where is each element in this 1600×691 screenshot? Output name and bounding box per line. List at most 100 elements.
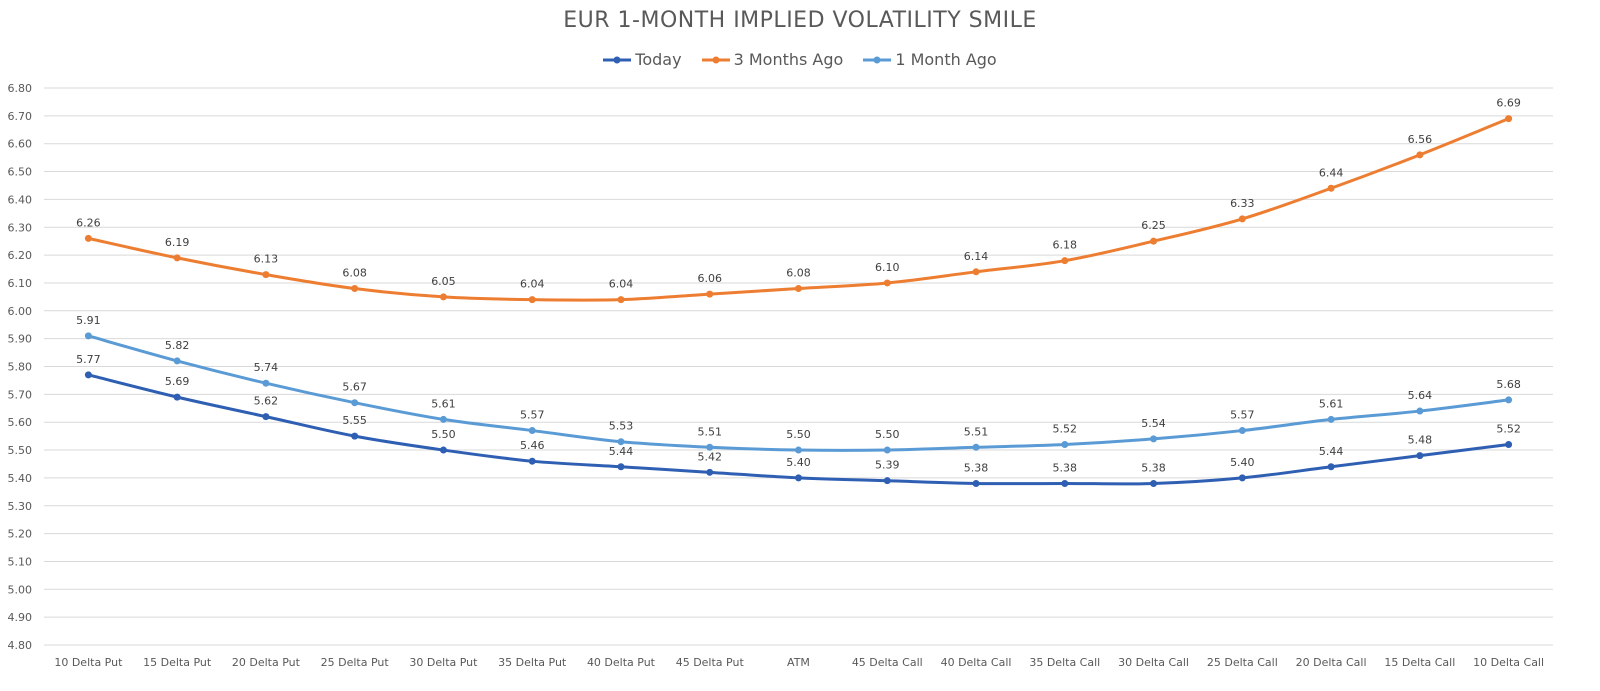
y-tick-label: 6.40	[8, 193, 33, 206]
data-point-3-months-ago	[1505, 115, 1513, 123]
data-point-1-month-ago	[351, 399, 359, 407]
y-tick-label: 5.00	[8, 583, 33, 596]
data-label-3-months-ago: 6.44	[1319, 166, 1344, 179]
legend-item-3-months-ago[interactable]: 3 Months Ago	[701, 50, 843, 69]
data-point-1-month-ago	[795, 446, 802, 454]
data-point-today	[972, 479, 980, 487]
data-label-today: 5.50	[431, 428, 456, 441]
y-tick-label: 6.60	[8, 138, 33, 151]
data-point-today	[883, 477, 891, 485]
data-label-1-month-ago: 5.82	[165, 339, 190, 352]
data-label-1-month-ago: 5.52	[1053, 422, 1078, 435]
data-label-today: 5.69	[165, 375, 190, 388]
data-point-today	[1327, 463, 1335, 471]
x-tick-label: 15 Delta Call	[1384, 656, 1455, 669]
data-label-1-month-ago: 5.57	[1230, 409, 1255, 422]
data-label-today: 5.40	[1230, 456, 1255, 469]
y-tick-label: 5.80	[8, 361, 33, 374]
data-point-1-month-ago	[439, 415, 447, 423]
data-point-3-months-ago	[1238, 215, 1246, 223]
y-tick-label: 4.90	[8, 611, 33, 624]
data-label-3-months-ago: 6.14	[964, 250, 989, 263]
data-label-today: 5.38	[1141, 461, 1166, 474]
data-point-today	[84, 371, 92, 379]
data-point-3-months-ago	[173, 254, 181, 262]
data-point-1-month-ago	[173, 357, 181, 365]
data-point-3-months-ago	[972, 268, 980, 276]
data-label-1-month-ago: 5.61	[1319, 397, 1344, 410]
data-label-1-month-ago: 5.54	[1141, 417, 1166, 430]
data-point-today	[173, 393, 181, 401]
data-point-1-month-ago	[1505, 396, 1513, 404]
y-tick-label: 6.30	[8, 221, 33, 234]
data-point-3-months-ago	[351, 285, 359, 293]
data-point-3-months-ago	[1061, 257, 1069, 265]
data-label-1-month-ago: 5.91	[76, 314, 101, 327]
data-point-1-month-ago	[883, 446, 891, 454]
y-tick-label: 5.60	[8, 416, 33, 429]
x-tick-label: 10 Delta Call	[1473, 656, 1544, 669]
data-point-3-months-ago	[795, 285, 802, 293]
data-point-today	[617, 463, 625, 471]
data-point-today	[706, 468, 714, 476]
y-tick-label: 6.20	[8, 249, 33, 262]
data-point-1-month-ago	[1150, 435, 1158, 443]
data-label-3-months-ago: 6.06	[697, 272, 722, 285]
data-label-3-months-ago: 6.08	[342, 267, 367, 280]
data-label-1-month-ago: 5.51	[697, 425, 722, 438]
x-tick-label: 20 Delta Call	[1296, 656, 1367, 669]
data-label-3-months-ago: 6.08	[786, 267, 811, 280]
legend-marker-3-months-ago	[701, 56, 730, 63]
legend-item-today[interactable]: Today	[603, 50, 682, 69]
data-label-today: 5.44	[1319, 445, 1344, 458]
data-label-3-months-ago: 6.33	[1230, 197, 1255, 210]
data-label-3-months-ago: 6.69	[1496, 97, 1521, 110]
x-tick-label: 40 Delta Put	[587, 656, 656, 669]
data-label-today: 5.38	[964, 461, 989, 474]
x-tick-label: 35 Delta Put	[498, 656, 567, 669]
y-tick-label: 5.10	[8, 555, 33, 568]
data-point-1-month-ago	[706, 443, 714, 451]
legend-marker-1-month-ago	[863, 56, 892, 63]
data-point-1-month-ago	[617, 438, 625, 446]
data-point-1-month-ago	[1327, 415, 1335, 423]
data-point-1-month-ago	[528, 427, 536, 435]
data-point-1-month-ago	[84, 332, 92, 340]
x-tick-label: 45 Delta Call	[852, 656, 923, 669]
data-label-today: 5.52	[1496, 422, 1521, 435]
y-tick-label: 6.10	[8, 277, 33, 290]
data-label-3-months-ago: 6.56	[1408, 133, 1433, 146]
data-label-3-months-ago: 6.13	[254, 253, 279, 266]
data-label-3-months-ago: 6.05	[431, 275, 456, 288]
data-label-1-month-ago: 5.50	[875, 428, 900, 441]
x-tick-label: 20 Delta Put	[232, 656, 301, 669]
data-point-3-months-ago	[1416, 151, 1424, 159]
data-point-1-month-ago	[972, 443, 980, 451]
data-label-1-month-ago: 5.67	[342, 381, 367, 394]
y-tick-label: 5.20	[8, 528, 33, 541]
y-tick-label: 5.50	[8, 444, 33, 457]
data-label-3-months-ago: 6.25	[1141, 219, 1166, 232]
data-label-1-month-ago: 5.53	[609, 420, 634, 433]
data-label-3-months-ago: 6.04	[609, 278, 634, 291]
data-label-1-month-ago: 5.51	[964, 425, 989, 438]
data-label-1-month-ago: 5.61	[431, 397, 456, 410]
data-point-3-months-ago	[706, 290, 714, 298]
data-point-today	[1238, 474, 1246, 482]
data-point-3-months-ago	[1327, 184, 1335, 192]
data-label-today: 5.39	[875, 459, 900, 472]
data-point-3-months-ago	[528, 296, 536, 304]
data-label-1-month-ago: 5.68	[1496, 378, 1521, 391]
data-label-1-month-ago: 5.74	[254, 361, 279, 374]
y-tick-label: 5.70	[8, 388, 33, 401]
data-point-3-months-ago	[262, 271, 270, 279]
data-point-today	[1505, 440, 1513, 448]
data-label-today: 5.55	[342, 414, 367, 427]
y-tick-label: 5.40	[8, 472, 33, 485]
x-tick-label: 30 Delta Put	[409, 656, 478, 669]
y-tick-label: 5.30	[8, 500, 33, 513]
legend-item-1-month-ago[interactable]: 1 Month Ago	[863, 50, 997, 69]
data-label-1-month-ago: 5.57	[520, 409, 545, 422]
